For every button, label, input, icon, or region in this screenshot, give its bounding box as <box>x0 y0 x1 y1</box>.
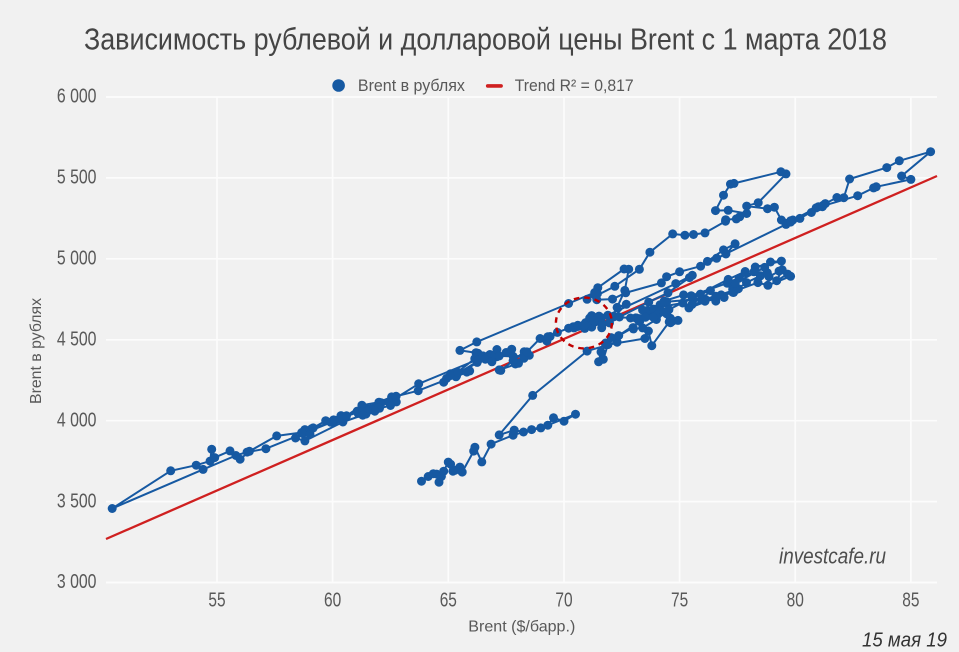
svg-text:4 000: 4 000 <box>57 409 97 431</box>
svg-text:Зависимость рублевой и долларо: Зависимость рублевой и долларовой цены B… <box>84 23 887 57</box>
svg-text:75: 75 <box>671 590 688 612</box>
svg-text:6 000: 6 000 <box>57 86 97 108</box>
svg-text:60: 60 <box>324 590 341 612</box>
svg-text:15 мая 19: 15 мая 19 <box>862 630 947 652</box>
svg-text:65: 65 <box>440 590 457 612</box>
svg-text:55: 55 <box>208 590 225 612</box>
svg-text:5 000: 5 000 <box>57 248 97 270</box>
svg-text:70: 70 <box>555 590 572 612</box>
svg-text:investcafe.ru: investcafe.ru <box>779 544 886 569</box>
svg-text:80: 80 <box>787 590 804 612</box>
svg-text:85: 85 <box>902 590 919 612</box>
svg-text:3 000: 3 000 <box>57 571 97 593</box>
svg-text:Brent ($/барр.): Brent ($/барр.) <box>468 619 575 636</box>
svg-text:3 500: 3 500 <box>57 490 97 512</box>
svg-text:Brent в рублях: Brent в рублях <box>28 298 45 404</box>
svg-text:Brent в рублях: Brent в рублях <box>358 77 466 95</box>
svg-text:5 500: 5 500 <box>57 167 97 189</box>
svg-text:Trend R² = 0,817: Trend R² = 0,817 <box>515 77 634 95</box>
svg-text:4 500: 4 500 <box>57 328 97 350</box>
